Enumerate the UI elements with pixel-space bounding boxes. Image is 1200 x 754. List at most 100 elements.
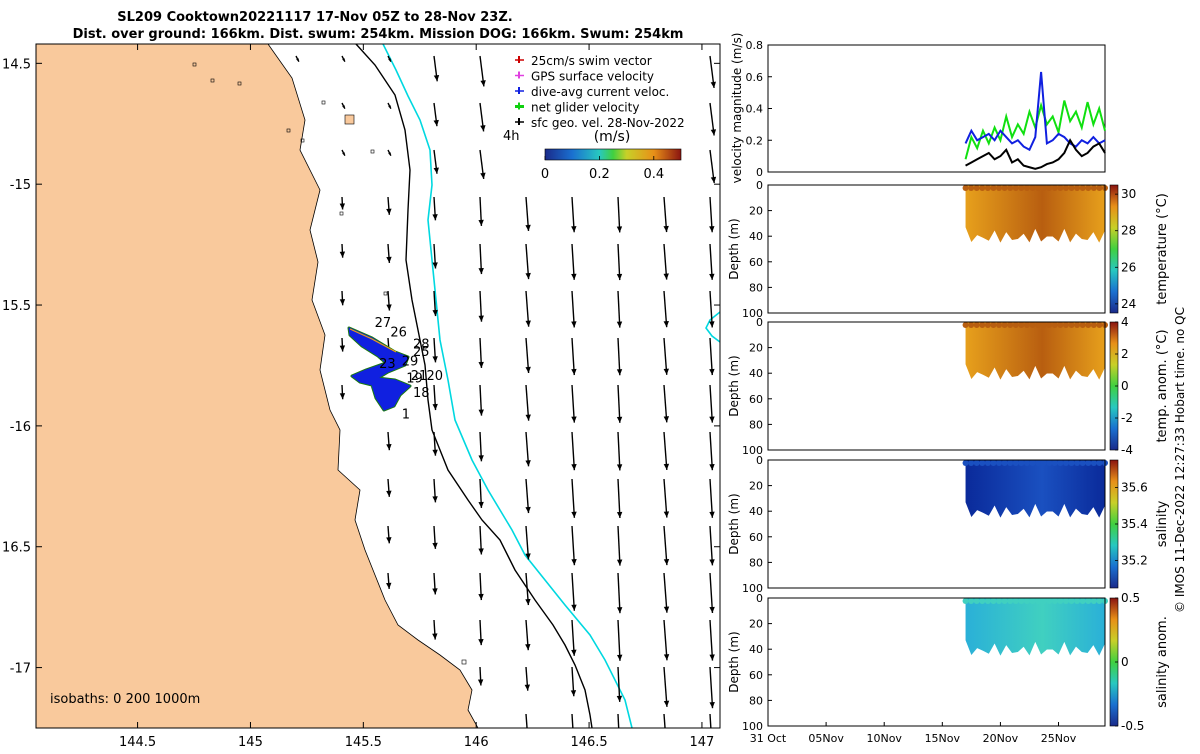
surface-sample-dot — [1085, 598, 1091, 604]
surface-sample-dot — [1085, 322, 1091, 328]
surface-sample-dot — [1080, 460, 1086, 466]
surface-sample-dot — [1002, 185, 1008, 191]
depth-tick-label: 0 — [756, 592, 763, 605]
surface-sample-dot — [1057, 598, 1063, 604]
surface-sample-dot — [990, 185, 996, 191]
svg-text:GPS surface velocity: GPS surface velocity — [531, 70, 654, 84]
surface-sample-dot — [1091, 185, 1097, 191]
colorbar-units: (m/s) — [594, 129, 631, 145]
surface-sample-dot — [1018, 598, 1024, 604]
surface-sample-dot — [1080, 322, 1086, 328]
surface-sample-dot — [1007, 322, 1013, 328]
credit-text: © IMOS 11-Dec-2022 12:27:33 Hobart time.… — [1173, 307, 1187, 613]
surface-sample-dot — [996, 598, 1002, 604]
legend-entry: sfc geo. vel. 28-Nov-2022 — [515, 116, 685, 130]
surface-sample-dot — [1041, 185, 1047, 191]
surface-sample-dot — [968, 460, 974, 466]
colorbar-tick-label: 0 — [1121, 655, 1129, 669]
depth-tick-label: 60 — [749, 669, 763, 682]
surface-sample-dot — [1018, 460, 1024, 466]
colorbar-tick-label: 0 — [1121, 379, 1129, 393]
surface-sample-dot — [990, 598, 996, 604]
colorbar-tick-label: 0.5 — [1121, 591, 1140, 605]
surface-sample-dot — [1035, 322, 1041, 328]
surface-sample-dot — [1013, 460, 1019, 466]
track-day-label: 1 — [402, 408, 410, 423]
map-y-tick-label: -15 — [10, 178, 31, 193]
depth-tick-label: 20 — [749, 480, 763, 493]
depth-tick-label: 40 — [749, 230, 763, 243]
title-line-2: Dist. over ground: 166km. Dist. swum: 25… — [73, 27, 684, 42]
time-tick-label: 31 Oct — [750, 732, 787, 745]
velocity-panel: 00.20.40.60.8 velocity magnitude (m/s) — [730, 33, 1105, 184]
surface-sample-dot — [1029, 322, 1035, 328]
surface-sample-dot — [990, 460, 996, 466]
svg-text:sfc geo. vel. 28-Nov-2022: sfc geo. vel. 28-Nov-2022 — [531, 116, 685, 130]
depth-tick-label: 20 — [749, 205, 763, 218]
depth-tick-label: 80 — [749, 418, 763, 431]
surface-sample-dot — [963, 460, 969, 466]
surface-sample-dot — [1091, 598, 1097, 604]
colorbar-tick-label: 35.6 — [1121, 480, 1148, 494]
surface-sample-dot — [1096, 598, 1102, 604]
map-colorbar-tick-label: 0.2 — [589, 167, 610, 182]
surface-sample-dot — [1074, 185, 1080, 191]
time-tick-label: 15Nov — [925, 732, 961, 745]
legend-entry: 25cm/s swim vector — [515, 54, 652, 68]
map-colorbar-tick-label: 0.4 — [643, 167, 664, 182]
surface-sample-dot — [1041, 322, 1047, 328]
surface-sample-dot — [1096, 322, 1102, 328]
surface-sample-dot — [979, 322, 985, 328]
surface-sample-dot — [974, 185, 980, 191]
legend-time-label: 4h — [503, 129, 520, 144]
title-line-1: SL209 Cooktown20221117 17-Nov 05Z to 28-… — [117, 10, 512, 25]
surface-sample-dot — [1057, 322, 1063, 328]
map-x-tick-label: 146.5 — [570, 735, 607, 750]
colorbar-tick-label: -4 — [1121, 443, 1133, 457]
depth-axis-label: Depth (m) — [727, 355, 741, 416]
depth-tick-label: 0 — [756, 179, 763, 192]
depth-tick-label: 40 — [749, 505, 763, 518]
svg-text:25cm/s swim vector: 25cm/s swim vector — [531, 54, 652, 68]
surface-sample-dot — [1041, 598, 1047, 604]
velocity-y-tick-label: 0.8 — [746, 39, 764, 52]
surface-sample-dot — [1002, 460, 1008, 466]
surface-sample-dot — [1046, 598, 1052, 604]
surface-sample-dot — [1035, 185, 1041, 191]
surface-sample-dot — [1029, 460, 1035, 466]
surface-sample-dot — [979, 598, 985, 604]
svg-text:dive-avg current veloc.: dive-avg current veloc. — [531, 85, 669, 99]
surface-sample-dot — [1057, 185, 1063, 191]
map-y-tick-label: 16.5 — [2, 541, 31, 556]
surface-sample-dot — [1091, 460, 1097, 466]
surface-sample-dot — [1007, 460, 1013, 466]
isobath-label: isobaths: 0 200 1000m — [50, 692, 200, 707]
depth-tick-label: 20 — [749, 342, 763, 355]
surface-sample-dot — [1024, 598, 1030, 604]
surface-sample-dot — [974, 322, 980, 328]
surface-sample-dot — [1024, 322, 1030, 328]
surface-sample-dot — [1046, 460, 1052, 466]
velocity-y-tick-label: 0.6 — [746, 71, 764, 84]
time-tick-label: 05Nov — [808, 732, 844, 745]
surface-sample-dot — [1074, 322, 1080, 328]
surface-sample-dot — [1057, 460, 1063, 466]
surface-sample-dot — [1063, 185, 1069, 191]
panel-colorbar — [1110, 185, 1118, 313]
map-x-tick-label: 145.5 — [345, 735, 382, 750]
time-tick-label: 20Nov — [983, 732, 1019, 745]
track-day-label: 29 — [402, 354, 419, 369]
surface-sample-dot — [1035, 598, 1041, 604]
surface-sample-dot — [1063, 322, 1069, 328]
colorbar-tick-label: 4 — [1121, 315, 1129, 329]
depth-tick-label: 60 — [749, 393, 763, 406]
surface-sample-dot — [1024, 460, 1030, 466]
colorbar-tick-label: -0.5 — [1121, 719, 1144, 733]
velocity-y-tick-label: 0.2 — [746, 134, 764, 147]
surface-sample-dot — [979, 460, 985, 466]
